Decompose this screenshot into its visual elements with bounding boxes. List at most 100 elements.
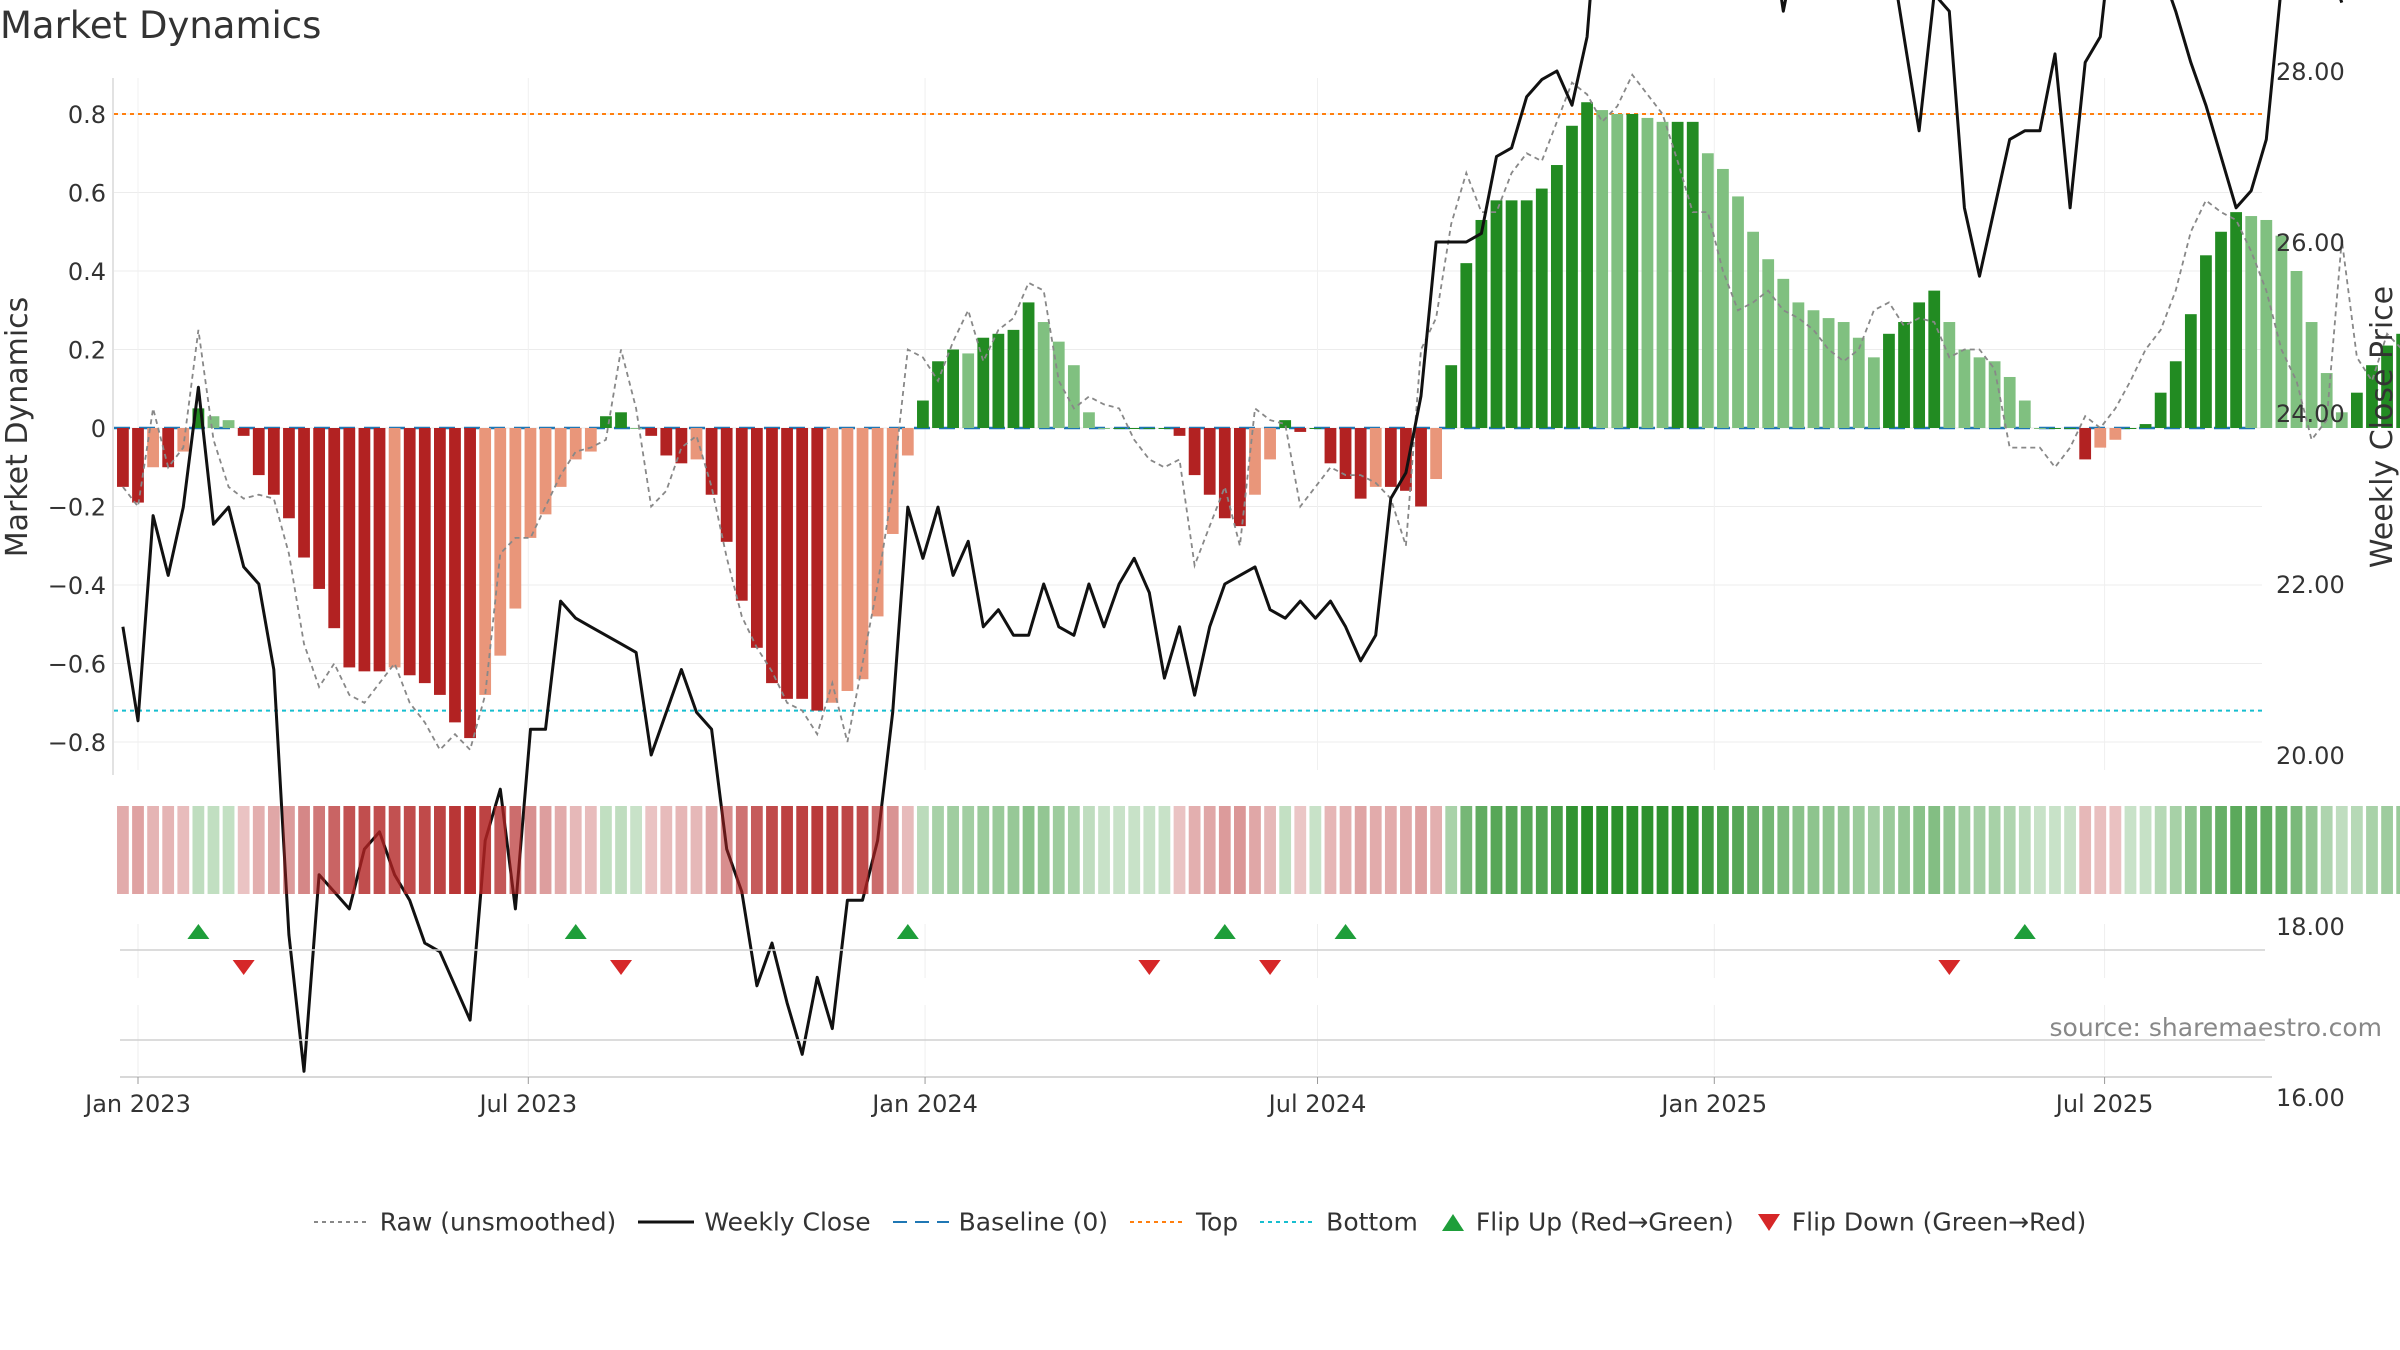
- y2-tick-label: 20.00: [2276, 742, 2345, 770]
- bar: [600, 416, 612, 428]
- strip-cell: [479, 806, 492, 894]
- bar: [1928, 290, 1941, 428]
- strip-cell: [2200, 806, 2212, 894]
- strip-cell: [1913, 806, 1926, 894]
- strip-cell: [2124, 806, 2137, 894]
- bar: [1445, 365, 1458, 428]
- legend-label: Flip Down (Green→Red): [1791, 1207, 2087, 1237]
- bar: [630, 428, 643, 429]
- strip-cell: [1596, 806, 1609, 894]
- strip-cell: [343, 806, 356, 894]
- strip-cell: [1958, 806, 1971, 894]
- strip-cell: [2396, 806, 2400, 894]
- legend-swatch-raw: [313, 1220, 370, 1223]
- bar: [479, 428, 492, 695]
- bar: [2396, 333, 2400, 428]
- strip-cell: [1264, 806, 1276, 894]
- strip-cell: [1324, 806, 1337, 894]
- bar: [539, 428, 552, 515]
- strip-cell: [600, 806, 612, 894]
- bar: [207, 416, 220, 428]
- strip-cell: [1037, 806, 1050, 894]
- strip-cell: [660, 806, 673, 894]
- bar: [1792, 302, 1805, 428]
- strip-cell: [1671, 806, 1684, 894]
- bar: [328, 428, 341, 629]
- bar: [2109, 428, 2122, 440]
- bar: [871, 428, 884, 617]
- strip-cell: [1747, 806, 1759, 894]
- strip-cell: [298, 806, 310, 894]
- bar: [1249, 428, 1261, 495]
- legend-item-flip_up: Flip Up (Red→Green): [1440, 1206, 1734, 1236]
- bar: [1958, 349, 1971, 428]
- flip-panel: [120, 924, 2272, 1078]
- bar: [283, 428, 295, 519]
- bar: [1505, 200, 1518, 428]
- bar: [2215, 231, 2227, 428]
- bar: [977, 337, 990, 428]
- strip-cell: [1339, 806, 1352, 894]
- strip-cell: [1309, 806, 1322, 894]
- bar: [1037, 322, 1050, 428]
- legend-marker: [1757, 1213, 1780, 1231]
- bar: [2018, 400, 2031, 428]
- bar: [1234, 428, 1246, 527]
- y-tick-label: −0.8: [48, 729, 106, 757]
- strip-cell: [2034, 806, 2046, 894]
- strip-cell: [1188, 806, 1201, 894]
- strip-cell: [1701, 806, 1714, 894]
- strip-cell: [1007, 806, 1020, 894]
- strip-cell: [1475, 806, 1488, 894]
- strip-cell: [1837, 806, 1850, 894]
- close-series: [121, 0, 2344, 1073]
- raw-line: [122, 73, 2400, 752]
- strip-cell: [1686, 806, 1699, 894]
- strip-cell: [1445, 806, 1458, 894]
- strip-cell: [1249, 806, 1261, 894]
- strip-cell: [2154, 806, 2167, 894]
- y2-tick-label: 22.00: [2276, 571, 2345, 599]
- strip-cell: [1203, 806, 1216, 894]
- strip-cell: [2260, 806, 2273, 894]
- strip-cell: [2230, 806, 2243, 894]
- strip-cell: [494, 806, 507, 894]
- strip-cell: [388, 806, 401, 894]
- y-tick-label: −0.2: [48, 494, 106, 522]
- strip-cell: [2320, 806, 2333, 894]
- strip-cell: [1535, 806, 1548, 894]
- bar: [1067, 365, 1080, 428]
- strip-cell: [1022, 806, 1035, 894]
- strip-cell: [1098, 806, 1110, 894]
- strip-cell: [2366, 806, 2378, 894]
- bar: [388, 428, 401, 668]
- bar: [1898, 322, 1910, 428]
- bar: [796, 428, 809, 699]
- strip-cell: [1234, 806, 1246, 894]
- bar: [1339, 428, 1352, 480]
- strip-cell: [750, 806, 763, 894]
- y2-tick-label: 26.00: [2276, 229, 2345, 257]
- bar: [992, 333, 1005, 428]
- y2-tick-label: 16.00: [2276, 1084, 2345, 1112]
- bar: [1520, 200, 1533, 428]
- legend-swatch-baseline: [892, 1220, 949, 1223]
- flip-down-marker: [232, 960, 255, 975]
- strip-cell: [252, 806, 265, 894]
- y2-axis-label: Weekly Close Price: [2365, 286, 2400, 568]
- bar: [2260, 219, 2273, 428]
- strip-cell: [1943, 806, 1956, 894]
- bar: [1747, 231, 1759, 428]
- bar: [1460, 263, 1473, 428]
- strip-cell: [2335, 806, 2348, 894]
- bar: [901, 428, 914, 456]
- bar: [2230, 212, 2243, 428]
- bar: [147, 428, 159, 468]
- strip-cell: [584, 806, 597, 894]
- bar: [1822, 318, 1835, 428]
- bar: [675, 428, 688, 464]
- bar: [132, 428, 144, 503]
- bar: [1686, 121, 1699, 428]
- strip-cell: [1852, 806, 1865, 894]
